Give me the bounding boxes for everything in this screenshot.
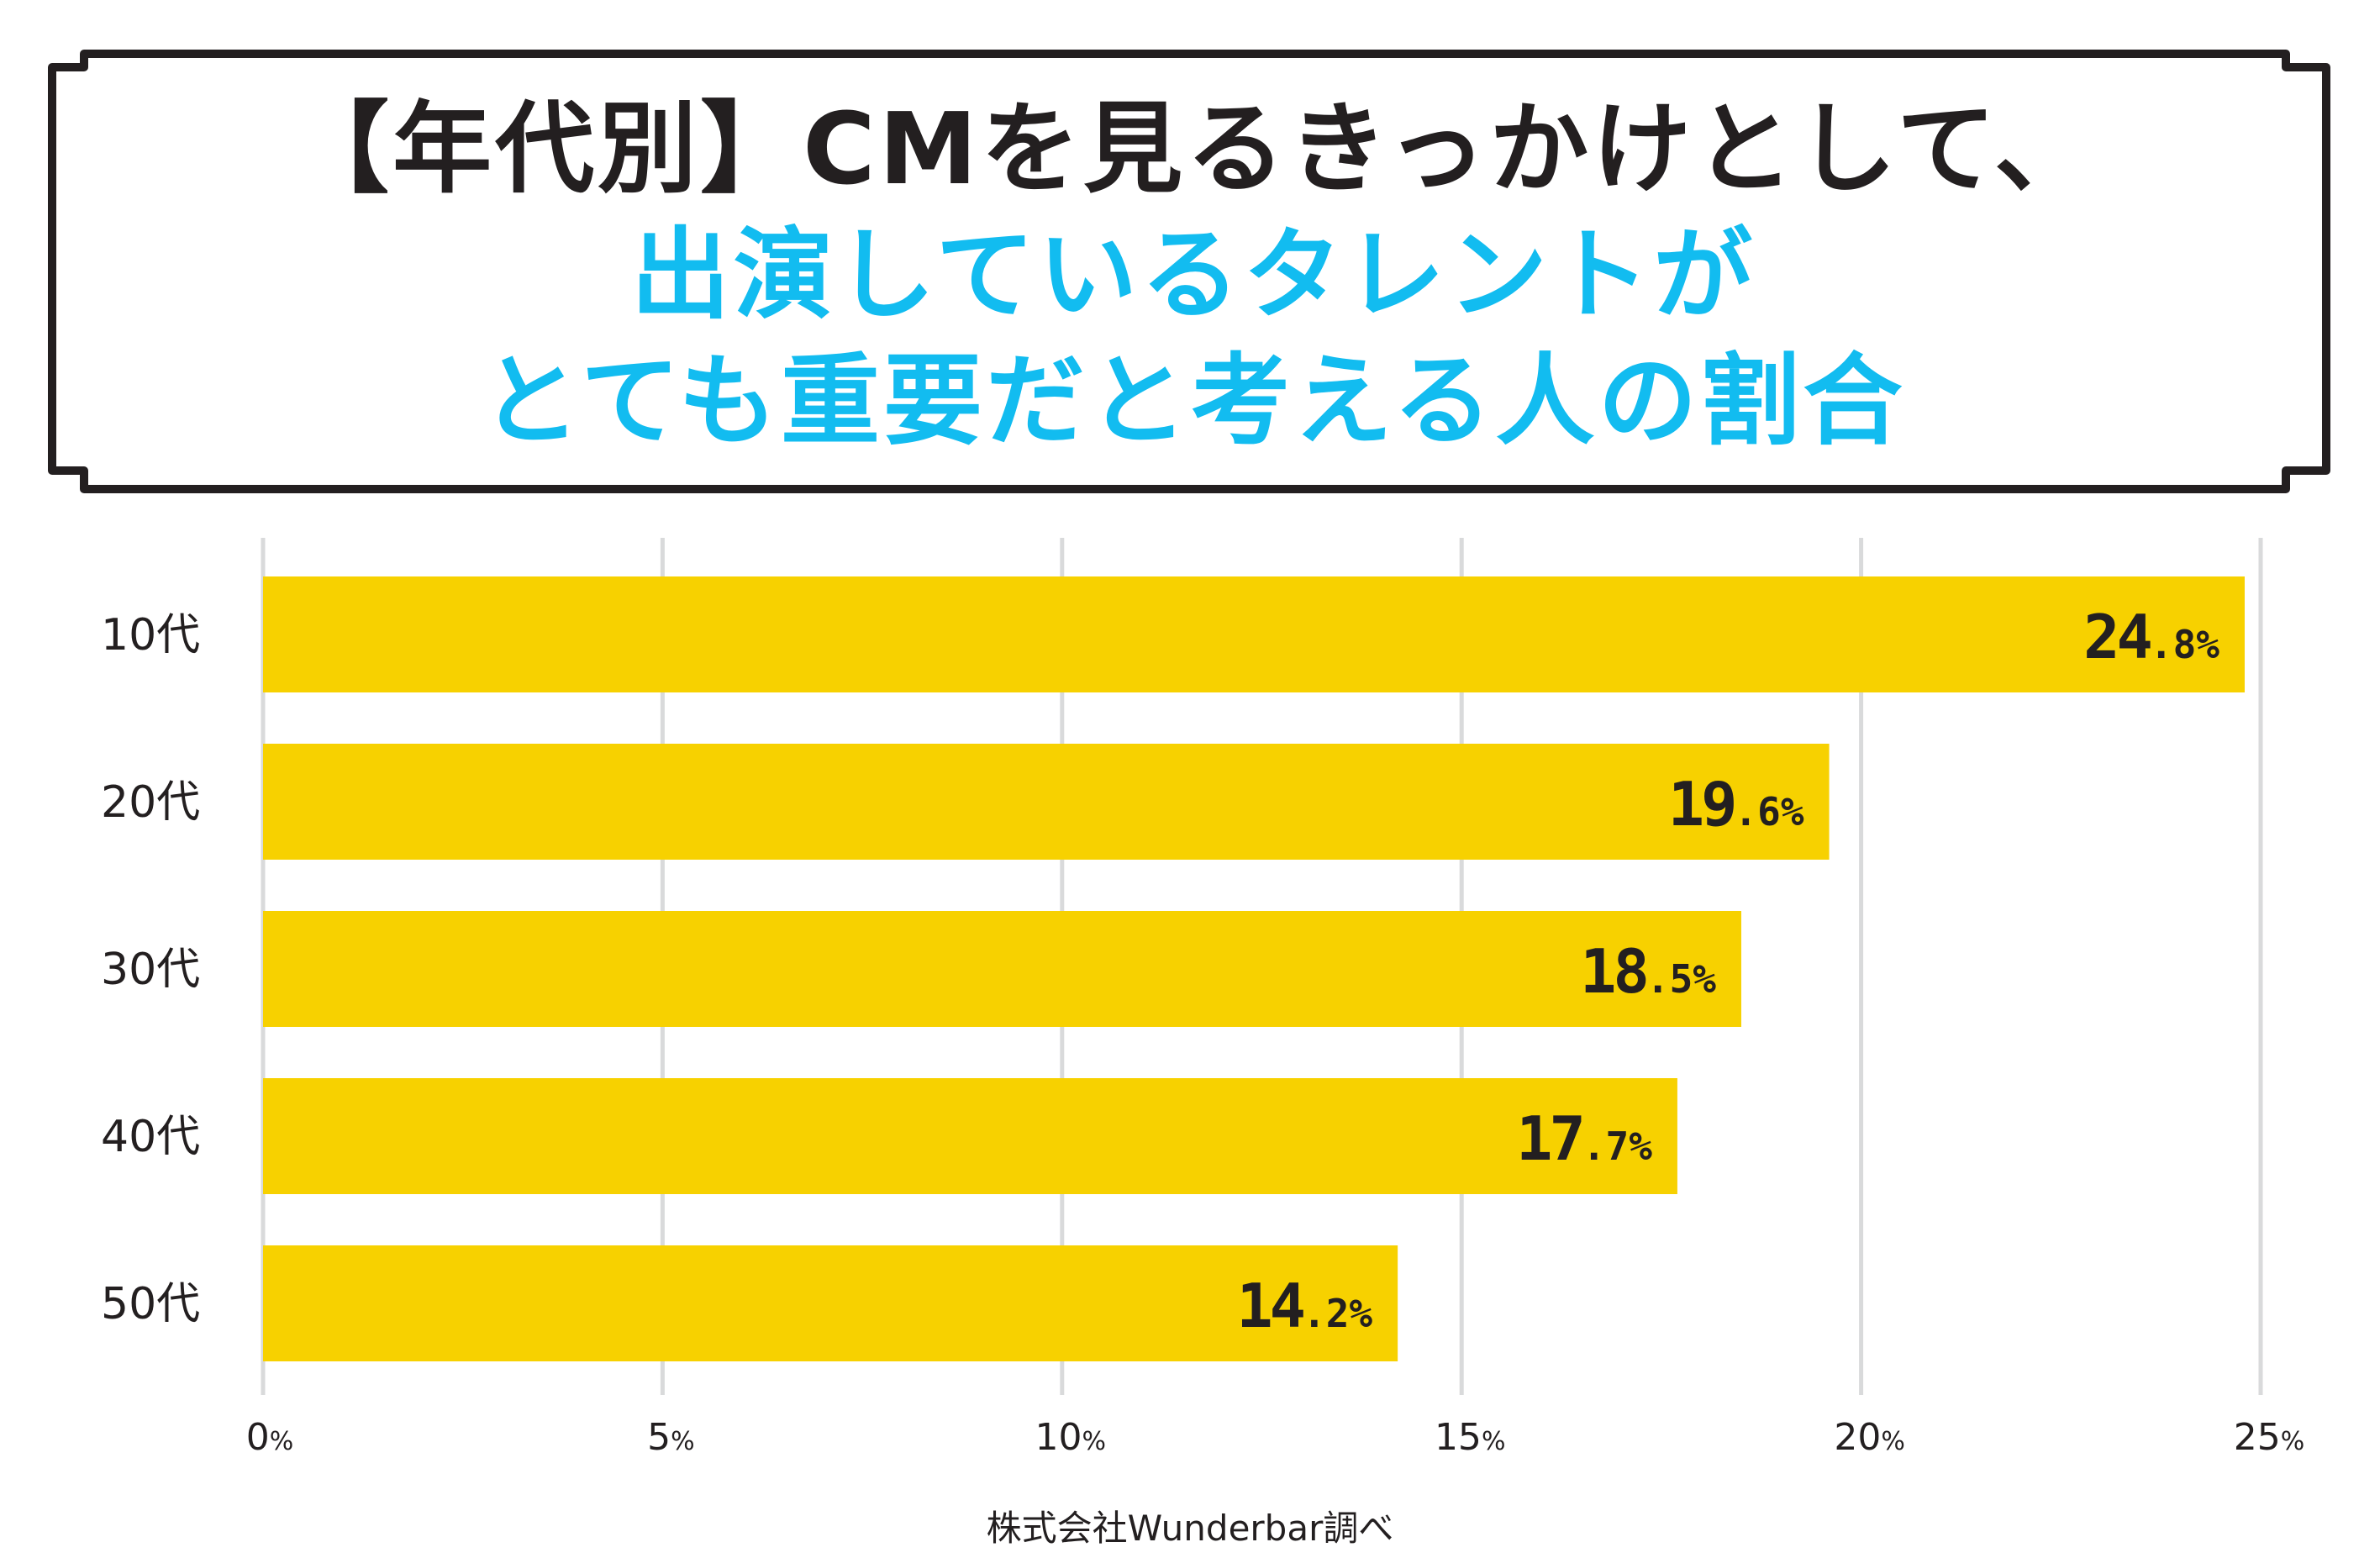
bar: [263, 576, 2245, 692]
bar: [263, 1078, 1677, 1194]
value-label: 17.7%: [1516, 1103, 1652, 1174]
x-tick-label: 25%: [2234, 1416, 2305, 1459]
category-label: 30代: [101, 945, 200, 995]
category-label: 50代: [101, 1279, 200, 1329]
source-note: 株式会社Wunderbar調べ: [986, 1508, 1394, 1549]
x-tick-label: 15%: [1435, 1416, 1506, 1459]
category-label: 20代: [101, 777, 200, 828]
bar: [263, 911, 1741, 1027]
bar: [263, 1245, 1398, 1361]
x-tick-label: 10%: [1035, 1416, 1107, 1459]
x-tick-label: 0%: [246, 1416, 294, 1459]
category-label: 40代: [101, 1112, 200, 1162]
title-line-2: 出演しているタレントが: [630, 217, 1756, 333]
x-tick-label: 20%: [1834, 1416, 1905, 1459]
category-label: 10代: [101, 610, 200, 661]
value-label: 19.6%: [1668, 769, 1804, 840]
chart-title: 【年代別】CMを見るきっかけとして、 出演しているタレントが とても重要だと考え…: [67, 76, 2319, 471]
value-label: 18.5%: [1580, 936, 1716, 1007]
x-tick-label: 5%: [647, 1416, 695, 1459]
title-line-1: 【年代別】CMを見るきっかけとして、: [290, 91, 2097, 207]
title-line-3: とても重要だと考える人の割合: [481, 343, 1906, 459]
bar: [263, 744, 1830, 860]
value-label: 14.2%: [1236, 1271, 1372, 1341]
value-label: 24.8%: [2083, 602, 2219, 672]
